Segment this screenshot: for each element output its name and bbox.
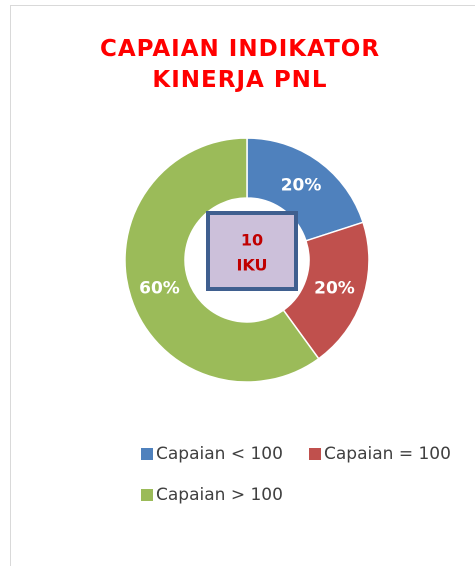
value-label: 60%	[139, 278, 180, 298]
donut-segment	[282, 221, 370, 360]
donut-segment	[246, 137, 364, 242]
center-box	[206, 211, 298, 291]
legend-label: Capaian < 100	[156, 444, 283, 464]
legend-swatch	[141, 448, 153, 460]
donut-segment	[124, 137, 320, 383]
center-label: 10	[241, 231, 263, 250]
value-label: 20%	[281, 176, 322, 196]
legend-label: Capaian = 100	[324, 444, 451, 464]
legend-label: Capaian > 100	[156, 485, 283, 505]
legend-swatch	[309, 448, 321, 460]
legend-swatch	[141, 489, 153, 501]
chart-border	[10, 5, 475, 566]
value-label: 20%	[314, 278, 355, 298]
chart-title: CAPAIAN INDIKATOR KINERJA PNL	[99, 36, 381, 93]
center-label: IKU	[236, 256, 267, 275]
